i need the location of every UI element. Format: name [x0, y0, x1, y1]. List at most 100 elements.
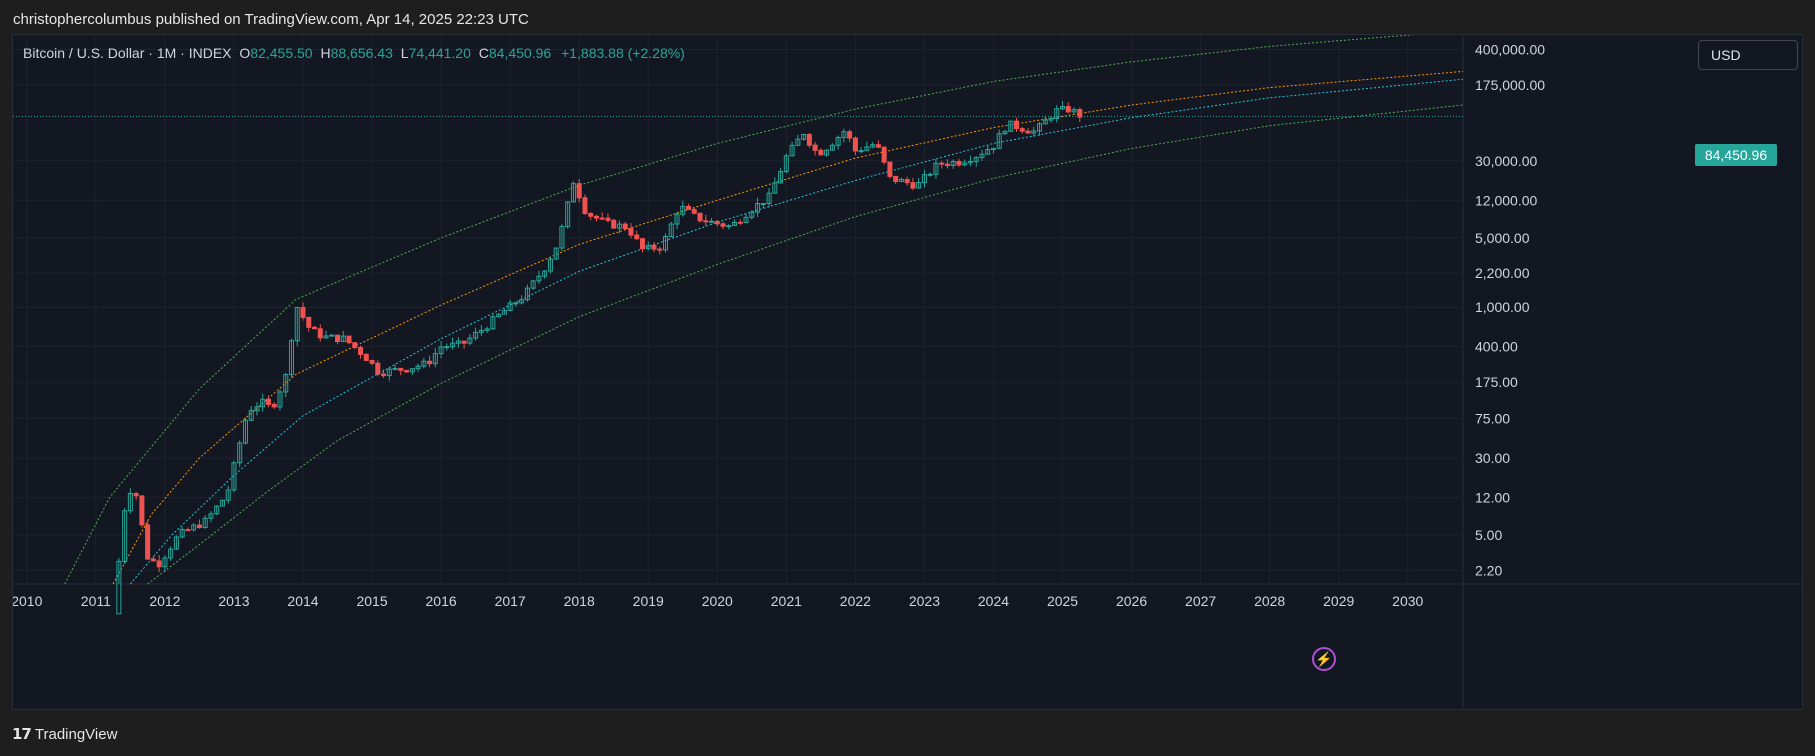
candle-up	[438, 346, 444, 355]
candle-down	[311, 326, 318, 330]
chart-frame[interactable]: 400,000.00 175,000.00 30,000.00 12,000.00 5,…	[12, 34, 1803, 710]
candle-up	[329, 334, 335, 337]
candle-up	[386, 368, 392, 377]
x-tick-label: 2012	[149, 593, 180, 609]
x-tick-label: 2015	[356, 593, 387, 609]
y-tick-label: 2,200.00	[1475, 265, 1530, 281]
candle-up	[231, 462, 237, 491]
candle-up	[496, 313, 502, 318]
candle-down	[737, 221, 743, 224]
candle-up	[225, 489, 231, 501]
candle-up	[616, 223, 622, 229]
x-tick-label: 2017	[495, 593, 526, 609]
y-tick-label: 5,000.00	[1475, 230, 1530, 246]
candle-down	[852, 137, 858, 152]
candle-down	[375, 362, 381, 375]
publisher-header: christophercolumbus published on Trading…	[13, 11, 529, 28]
candle-up	[242, 419, 248, 444]
change-value: +1,883.88 (+2.28%)	[561, 45, 685, 61]
candle-up	[173, 536, 179, 550]
close-label: C	[478, 45, 489, 61]
candle-down	[599, 217, 605, 220]
candle-down	[398, 367, 404, 371]
x-tick-label: 2016	[426, 593, 457, 609]
candle-up	[323, 335, 329, 339]
candle-down	[588, 212, 594, 217]
candle-down	[1013, 120, 1020, 130]
x-tick-label: 2029	[1323, 593, 1354, 609]
candle-up	[674, 213, 680, 225]
candle-up	[841, 131, 847, 138]
candle-down	[369, 359, 375, 364]
x-tick-label: 2019	[633, 593, 664, 609]
candle-up	[973, 156, 979, 163]
candle-up	[1060, 105, 1066, 110]
candle-up	[1002, 130, 1008, 135]
candle-down	[271, 403, 277, 408]
candle-up	[467, 337, 473, 344]
candle-down	[703, 220, 709, 223]
candle-up	[950, 161, 956, 166]
footer-brand[interactable]: 𝟭𝟳 TradingView	[12, 724, 117, 746]
candle-up	[490, 316, 496, 330]
candle-up	[248, 410, 254, 421]
candle-down	[1019, 128, 1025, 132]
candle-down	[639, 238, 645, 250]
candle-up	[680, 205, 686, 215]
candle-up	[519, 299, 525, 304]
x-tick-label: 2018	[564, 593, 595, 609]
candle-up	[898, 179, 904, 182]
candle-up	[824, 149, 830, 156]
price-axis: 400,000.00 175,000.00 30,000.00 12,000.00 5,…	[1475, 41, 1545, 578]
candle-up	[409, 368, 415, 373]
x-tick-label: 2026	[1116, 593, 1147, 609]
candle-up	[662, 236, 669, 251]
candle-up	[927, 173, 933, 176]
candle-down	[714, 220, 720, 225]
candle-down	[651, 244, 657, 250]
candle-down	[461, 340, 467, 344]
currency-button[interactable]: USD	[1698, 40, 1798, 70]
candle-up	[513, 302, 519, 305]
candle-up	[668, 223, 674, 238]
candlestick-chart[interactable]: 400,000.00 175,000.00 30,000.00 12,000.00 5,…	[13, 35, 1803, 710]
candle-up	[444, 346, 450, 349]
candle-down	[686, 205, 692, 211]
candle-up	[421, 360, 427, 367]
candle-up	[1008, 120, 1014, 132]
candle-down	[404, 369, 410, 373]
candle-down	[156, 560, 162, 568]
flash-icon[interactable]: ⚡	[1312, 647, 1336, 671]
candle-up	[864, 146, 870, 152]
candle-down	[582, 197, 588, 214]
candle-down	[196, 524, 202, 529]
candle-up	[870, 144, 876, 148]
candle-up	[507, 302, 513, 312]
candle-up	[743, 216, 749, 223]
low-value: 74,441.20	[408, 45, 471, 61]
time-axis: 2010 2011 2012 2013 2014 2015 2016 2017 2018 2019…	[13, 593, 1424, 609]
candle-up	[749, 211, 755, 218]
candle-up	[542, 270, 548, 277]
candle-up	[916, 182, 922, 189]
candle-up	[962, 162, 968, 166]
candle-up	[1031, 130, 1037, 134]
x-tick-label: 2020	[702, 593, 733, 609]
candle-up	[801, 134, 807, 140]
candle-up	[829, 144, 835, 151]
candle-down	[944, 163, 950, 166]
candle-up	[254, 406, 260, 412]
candle-down	[634, 234, 640, 240]
candle-down	[605, 217, 611, 221]
candle-up	[760, 202, 766, 205]
candle-up	[478, 329, 484, 333]
candle-down	[133, 493, 139, 497]
candle-up	[162, 557, 168, 568]
candle-up	[709, 220, 715, 223]
candle-down	[335, 334, 341, 342]
candle-up	[726, 225, 732, 228]
candle-up	[858, 150, 864, 153]
candle-down	[306, 316, 312, 328]
candle-up	[260, 398, 266, 408]
candles	[116, 101, 1083, 615]
